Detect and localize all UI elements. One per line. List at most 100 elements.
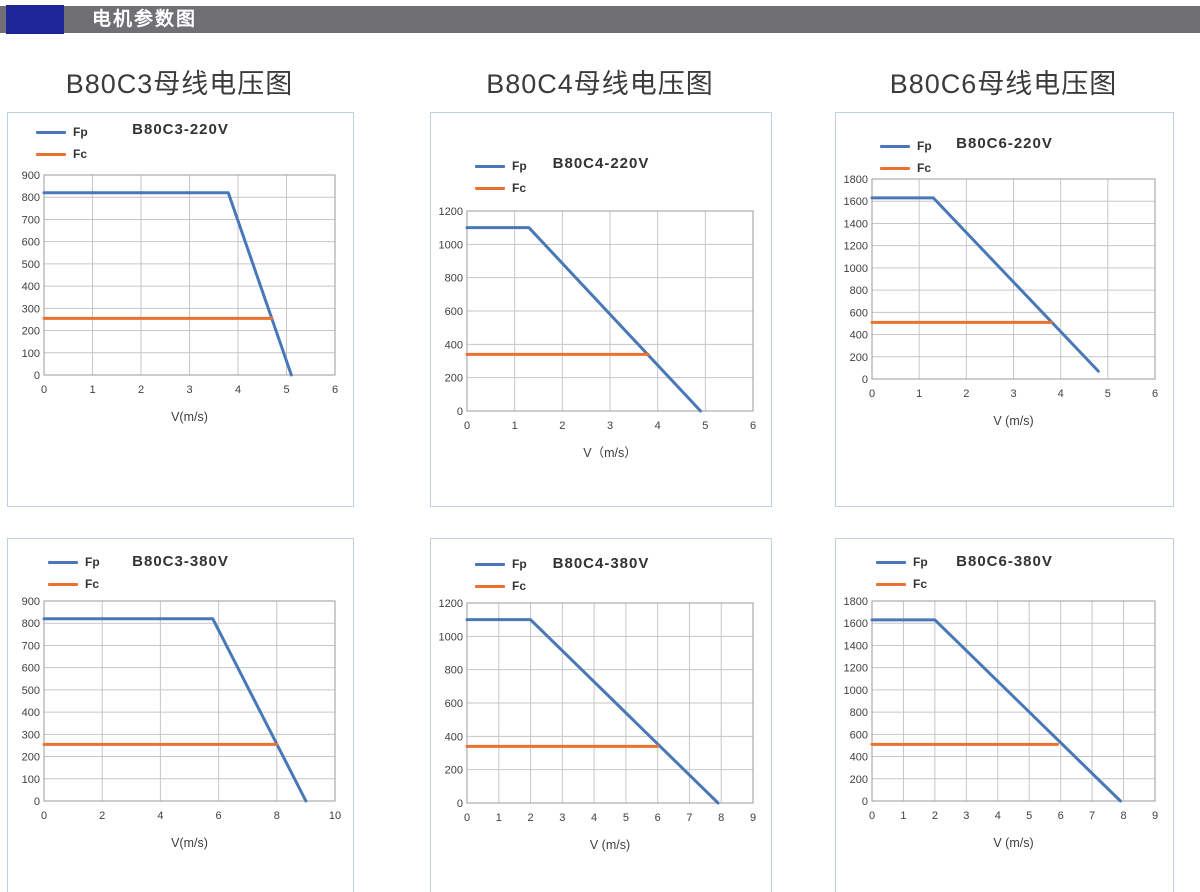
svg-text:200: 200 <box>22 752 40 764</box>
svg-text:400: 400 <box>445 731 463 743</box>
svg-text:V(m/s): V(m/s) <box>171 410 208 424</box>
chart-canvas-b80c4-220v: 0 1 2 3 4 5 6 0 200 400 600 800 1000 1200 V（m/s） <box>433 205 767 475</box>
svg-text:3: 3 <box>186 384 192 396</box>
fp-line-swatch <box>48 560 78 564</box>
svg-text:500: 500 <box>22 259 40 271</box>
svg-text:2: 2 <box>99 810 105 822</box>
chart-canvas-b80c6-220v: 0 1 2 3 4 5 6 0 200 400 600 800 1000 1200 1400 1600 1800… <box>838 173 1169 443</box>
legend-row-fp: Fp <box>36 121 88 143</box>
svg-text:1200: 1200 <box>439 598 463 610</box>
svg-text:V（m/s）: V（m/s） <box>583 446 636 460</box>
svg-text:1: 1 <box>512 420 518 432</box>
fp-line-swatch <box>36 130 66 134</box>
svg-text:0: 0 <box>464 420 470 432</box>
column-heading-b80c6: B80C6母线电压图 <box>889 69 1118 99</box>
svg-text:5: 5 <box>702 420 708 432</box>
svg-text:5: 5 <box>1026 810 1032 822</box>
svg-text:0: 0 <box>869 388 875 400</box>
svg-text:5: 5 <box>623 812 629 824</box>
chart-canvas-b80c3-380v: 0 2 4 6 8 10 0 100 200 300 400 500 600 700 800 900 V(m/s… <box>10 595 349 865</box>
svg-text:400: 400 <box>22 281 40 293</box>
chart-panel-b80c4-220v: Fp Fc B80C4-220V 0 1 2 3 4 5 6 0 200 400 600 800 100… <box>430 112 772 507</box>
svg-text:600: 600 <box>22 663 40 675</box>
fc-line-swatch <box>876 582 906 586</box>
fc-line-swatch <box>36 152 66 156</box>
svg-text:1400: 1400 <box>844 218 868 230</box>
svg-text:400: 400 <box>445 339 463 351</box>
legend-row-fp: Fp <box>475 155 527 177</box>
svg-text:4: 4 <box>655 420 661 432</box>
svg-text:V (m/s): V (m/s) <box>590 838 630 852</box>
legend-row-fc: Fc <box>475 575 527 597</box>
chart-title: B80C3-380V <box>132 553 229 570</box>
chart-panel-b80c3-380v: Fp Fc B80C3-380V 0 2 4 6 8 10 0 100 200 300 400 500… <box>7 538 354 892</box>
svg-text:6: 6 <box>216 810 222 822</box>
svg-text:1000: 1000 <box>844 263 868 275</box>
legend-row-fc: Fc <box>880 157 932 179</box>
legend-label-fc: Fc <box>512 579 527 593</box>
chart-legend: Fp Fc <box>48 551 100 595</box>
legend-label-fc: Fc <box>512 181 527 195</box>
svg-text:800: 800 <box>445 273 463 285</box>
svg-text:0: 0 <box>457 798 463 810</box>
svg-text:200: 200 <box>850 774 868 786</box>
chart-title: B80C6-380V <box>956 553 1053 570</box>
svg-text:100: 100 <box>22 774 40 786</box>
svg-text:400: 400 <box>22 707 40 719</box>
fp-line-swatch <box>876 560 906 564</box>
legend-label-fp: Fp <box>512 159 527 173</box>
chart-title: B80C6-220V <box>956 135 1053 152</box>
svg-text:600: 600 <box>22 237 40 249</box>
svg-text:0: 0 <box>41 384 47 396</box>
fp-line-swatch <box>475 164 505 168</box>
svg-text:700: 700 <box>22 214 40 226</box>
svg-text:800: 800 <box>850 707 868 719</box>
svg-text:4: 4 <box>591 812 597 824</box>
chart-panel-b80c3-220v: Fp Fc B80C3-220V 0 1 2 3 4 5 6 0 100 200 300 400 500… <box>7 112 354 507</box>
legend-label-fp: Fp <box>913 555 928 569</box>
svg-text:1400: 1400 <box>844 640 868 652</box>
svg-text:8: 8 <box>718 812 724 824</box>
svg-text:6: 6 <box>655 812 661 824</box>
svg-text:3: 3 <box>1010 388 1016 400</box>
legend-row-fp: Fp <box>880 135 932 157</box>
svg-text:0: 0 <box>41 810 47 822</box>
chart-canvas-b80c3-220v: 0 1 2 3 4 5 6 0 100 200 300 400 500 600 700 800 900 V(m/s… <box>10 169 349 439</box>
svg-text:0: 0 <box>862 374 868 386</box>
legend-label-fp: Fp <box>917 139 932 153</box>
svg-text:300: 300 <box>22 729 40 741</box>
svg-text:900: 900 <box>22 170 40 182</box>
svg-text:700: 700 <box>22 640 40 652</box>
legend-label-fp: Fp <box>73 125 88 139</box>
svg-text:1: 1 <box>916 388 922 400</box>
svg-text:200: 200 <box>445 373 463 385</box>
svg-text:1000: 1000 <box>844 685 868 697</box>
svg-text:200: 200 <box>22 326 40 338</box>
svg-text:9: 9 <box>750 812 756 824</box>
svg-text:600: 600 <box>850 307 868 319</box>
svg-text:10: 10 <box>329 810 341 822</box>
legend-row-fc: Fc <box>48 573 100 595</box>
svg-text:V(m/s): V(m/s) <box>171 836 208 850</box>
legend-row-fc: Fc <box>36 143 88 165</box>
svg-text:1000: 1000 <box>439 239 463 251</box>
legend-label-fc: Fc <box>73 147 88 161</box>
fp-line-swatch <box>880 144 910 148</box>
svg-text:1200: 1200 <box>844 241 868 253</box>
legend-label-fc: Fc <box>917 161 932 175</box>
svg-text:4: 4 <box>995 810 1001 822</box>
svg-text:0: 0 <box>457 406 463 418</box>
chart-canvas-b80c6-380v: 0 1 2 3 4 5 6 7 8 9 0 200 400 600 800 1000 1200 1400 1600 1… <box>838 595 1169 865</box>
svg-text:400: 400 <box>850 330 868 342</box>
legend-label-fc: Fc <box>85 577 100 591</box>
svg-text:800: 800 <box>22 192 40 204</box>
svg-text:1800: 1800 <box>844 596 868 608</box>
svg-text:1600: 1600 <box>844 196 868 208</box>
svg-text:1800: 1800 <box>844 174 868 186</box>
svg-text:200: 200 <box>445 765 463 777</box>
svg-text:4: 4 <box>1058 388 1064 400</box>
svg-text:800: 800 <box>445 665 463 677</box>
chart-panel-b80c6-220v: Fp Fc B80C6-220V 0 1 2 3 4 5 6 0 200 400 600 800 100… <box>835 112 1174 507</box>
chart-legend: Fp Fc <box>880 135 932 179</box>
svg-text:600: 600 <box>445 698 463 710</box>
